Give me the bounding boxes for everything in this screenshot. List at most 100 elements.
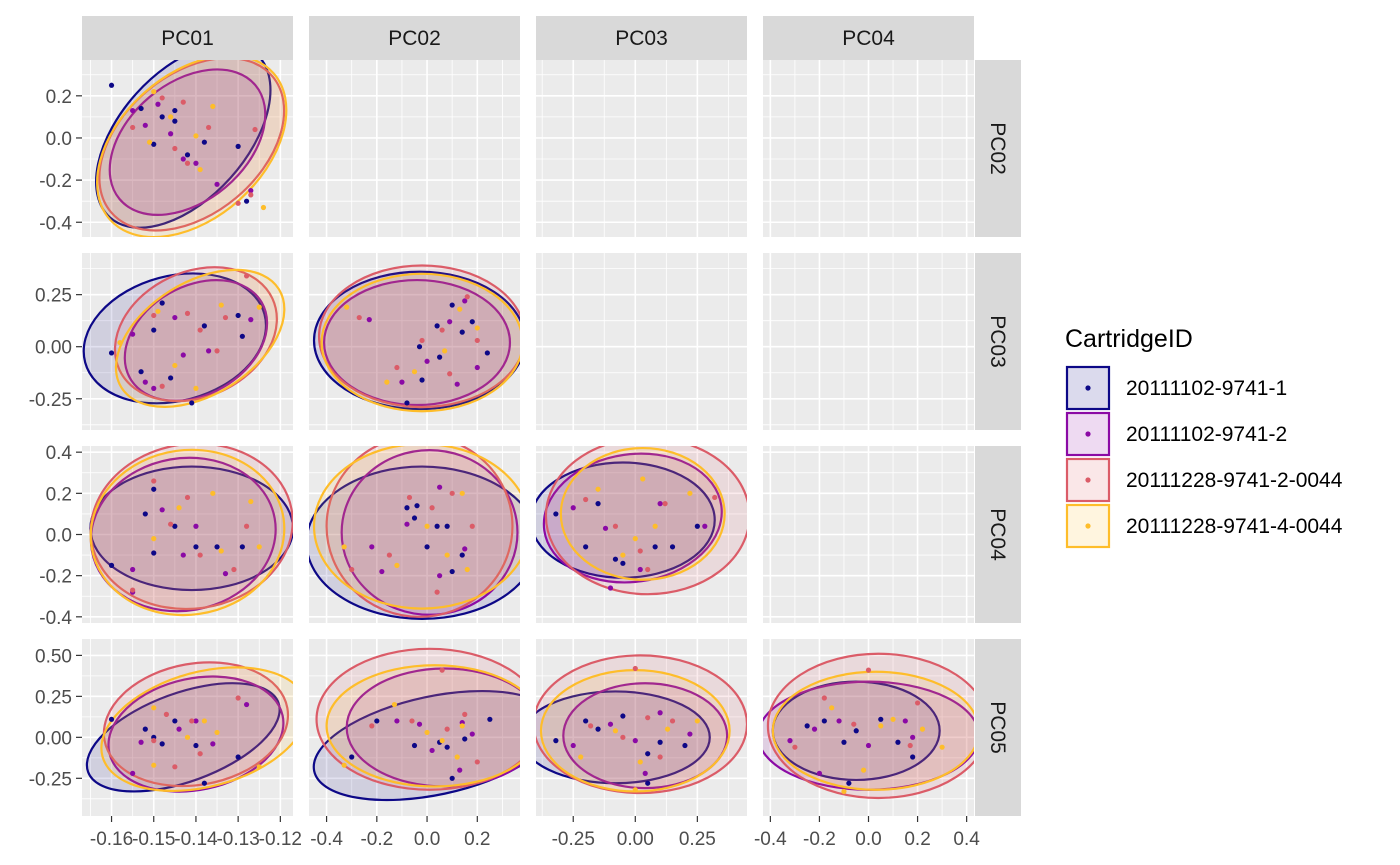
data-point: [447, 371, 453, 377]
data-point: [214, 348, 220, 354]
data-point: [607, 721, 614, 727]
confidence-ellipse: [340, 449, 519, 616]
data-point: [642, 770, 648, 776]
data-point: [172, 718, 178, 724]
data-point: [151, 141, 157, 147]
data-point: [214, 729, 220, 736]
data-point: [197, 166, 203, 173]
data-point: [138, 105, 144, 112]
confidence-ellipse: [96, 60, 288, 237]
data-point: [457, 767, 463, 773]
data-point: [632, 738, 638, 744]
data-point: [645, 715, 651, 721]
data-point: [151, 550, 157, 556]
legend-entry: 20111102-9741-1: [1065, 365, 1287, 411]
data-point: [159, 507, 165, 513]
confidence-ellipse: [325, 446, 514, 618]
data-point: [694, 718, 700, 724]
data-point: [652, 523, 658, 529]
data-point: [184, 152, 191, 158]
data-point: [210, 103, 216, 109]
legend-key-dot: [1085, 477, 1091, 483]
data-point: [865, 667, 872, 673]
data-point: [151, 327, 157, 333]
data-point: [193, 742, 199, 749]
confidence-ellipse: [312, 689, 520, 802]
data-point: [172, 145, 178, 152]
data-point: [201, 139, 207, 145]
y-tick-label: -0.2: [39, 171, 72, 192]
x-tick-label: -0.13: [216, 829, 259, 850]
data-point: [429, 505, 435, 511]
data-point: [193, 385, 199, 391]
data-point: [437, 484, 443, 490]
data-point: [449, 775, 455, 781]
data-point: [394, 562, 400, 568]
data-point: [846, 780, 852, 786]
data-point: [890, 716, 896, 722]
data-point: [687, 490, 693, 496]
data-point: [193, 523, 199, 529]
legend-label: 20111228-9741-2-0044: [1126, 469, 1343, 492]
data-point: [424, 523, 430, 529]
data-point: [206, 124, 212, 131]
data-point: [222, 571, 229, 577]
data-point: [442, 348, 448, 354]
y-tick-label: -0.25: [29, 390, 72, 411]
data-point: [193, 718, 199, 724]
data-point: [836, 718, 842, 724]
data-point: [462, 546, 468, 552]
data-point: [464, 294, 470, 300]
panel-background: [536, 60, 747, 237]
confidence-ellipse: [766, 652, 974, 800]
confidence-ellipse: [89, 448, 286, 617]
data-point: [439, 667, 445, 673]
data-point: [243, 523, 250, 529]
data-point: [895, 739, 901, 745]
data-point: [595, 501, 601, 507]
data-point: [829, 705, 835, 711]
data-point: [583, 718, 589, 724]
data-point: [369, 723, 375, 729]
data-point: [176, 726, 182, 732]
data-point: [878, 723, 884, 729]
data-point: [151, 738, 157, 744]
data-point: [439, 738, 445, 744]
data-point: [349, 566, 355, 573]
confidence-ellipse: [315, 647, 520, 791]
data-point: [841, 739, 847, 745]
data-point: [474, 759, 480, 765]
data-point: [570, 742, 576, 749]
data-point: [459, 490, 465, 496]
data-point: [620, 734, 626, 740]
data-point: [424, 358, 430, 364]
data-point: [878, 716, 884, 722]
data-point: [657, 710, 663, 716]
data-point: [142, 511, 148, 517]
data-point: [669, 718, 676, 724]
data-point: [416, 344, 423, 350]
strip-background: [975, 446, 1021, 623]
data-point: [851, 721, 857, 727]
column-strip-label: PC02: [388, 27, 441, 50]
data-point: [168, 131, 174, 137]
data-point: [434, 523, 440, 529]
data-point: [184, 734, 191, 740]
data-point: [553, 738, 559, 744]
panel-PC03-PC01: [82, 253, 293, 430]
data-point: [821, 718, 827, 724]
data-point: [201, 780, 207, 786]
data-point: [612, 556, 619, 562]
data-point: [130, 587, 136, 593]
x-tick-label: 0.25: [679, 829, 716, 850]
data-point: [176, 505, 182, 511]
confidence-ellipse: [114, 268, 286, 408]
data-point: [939, 744, 945, 750]
column-strip-label: PC03: [615, 27, 668, 50]
data-point: [214, 544, 220, 550]
data-point: [645, 751, 651, 757]
data-point: [172, 118, 178, 124]
data-point: [248, 188, 254, 194]
data-point: [437, 573, 443, 579]
